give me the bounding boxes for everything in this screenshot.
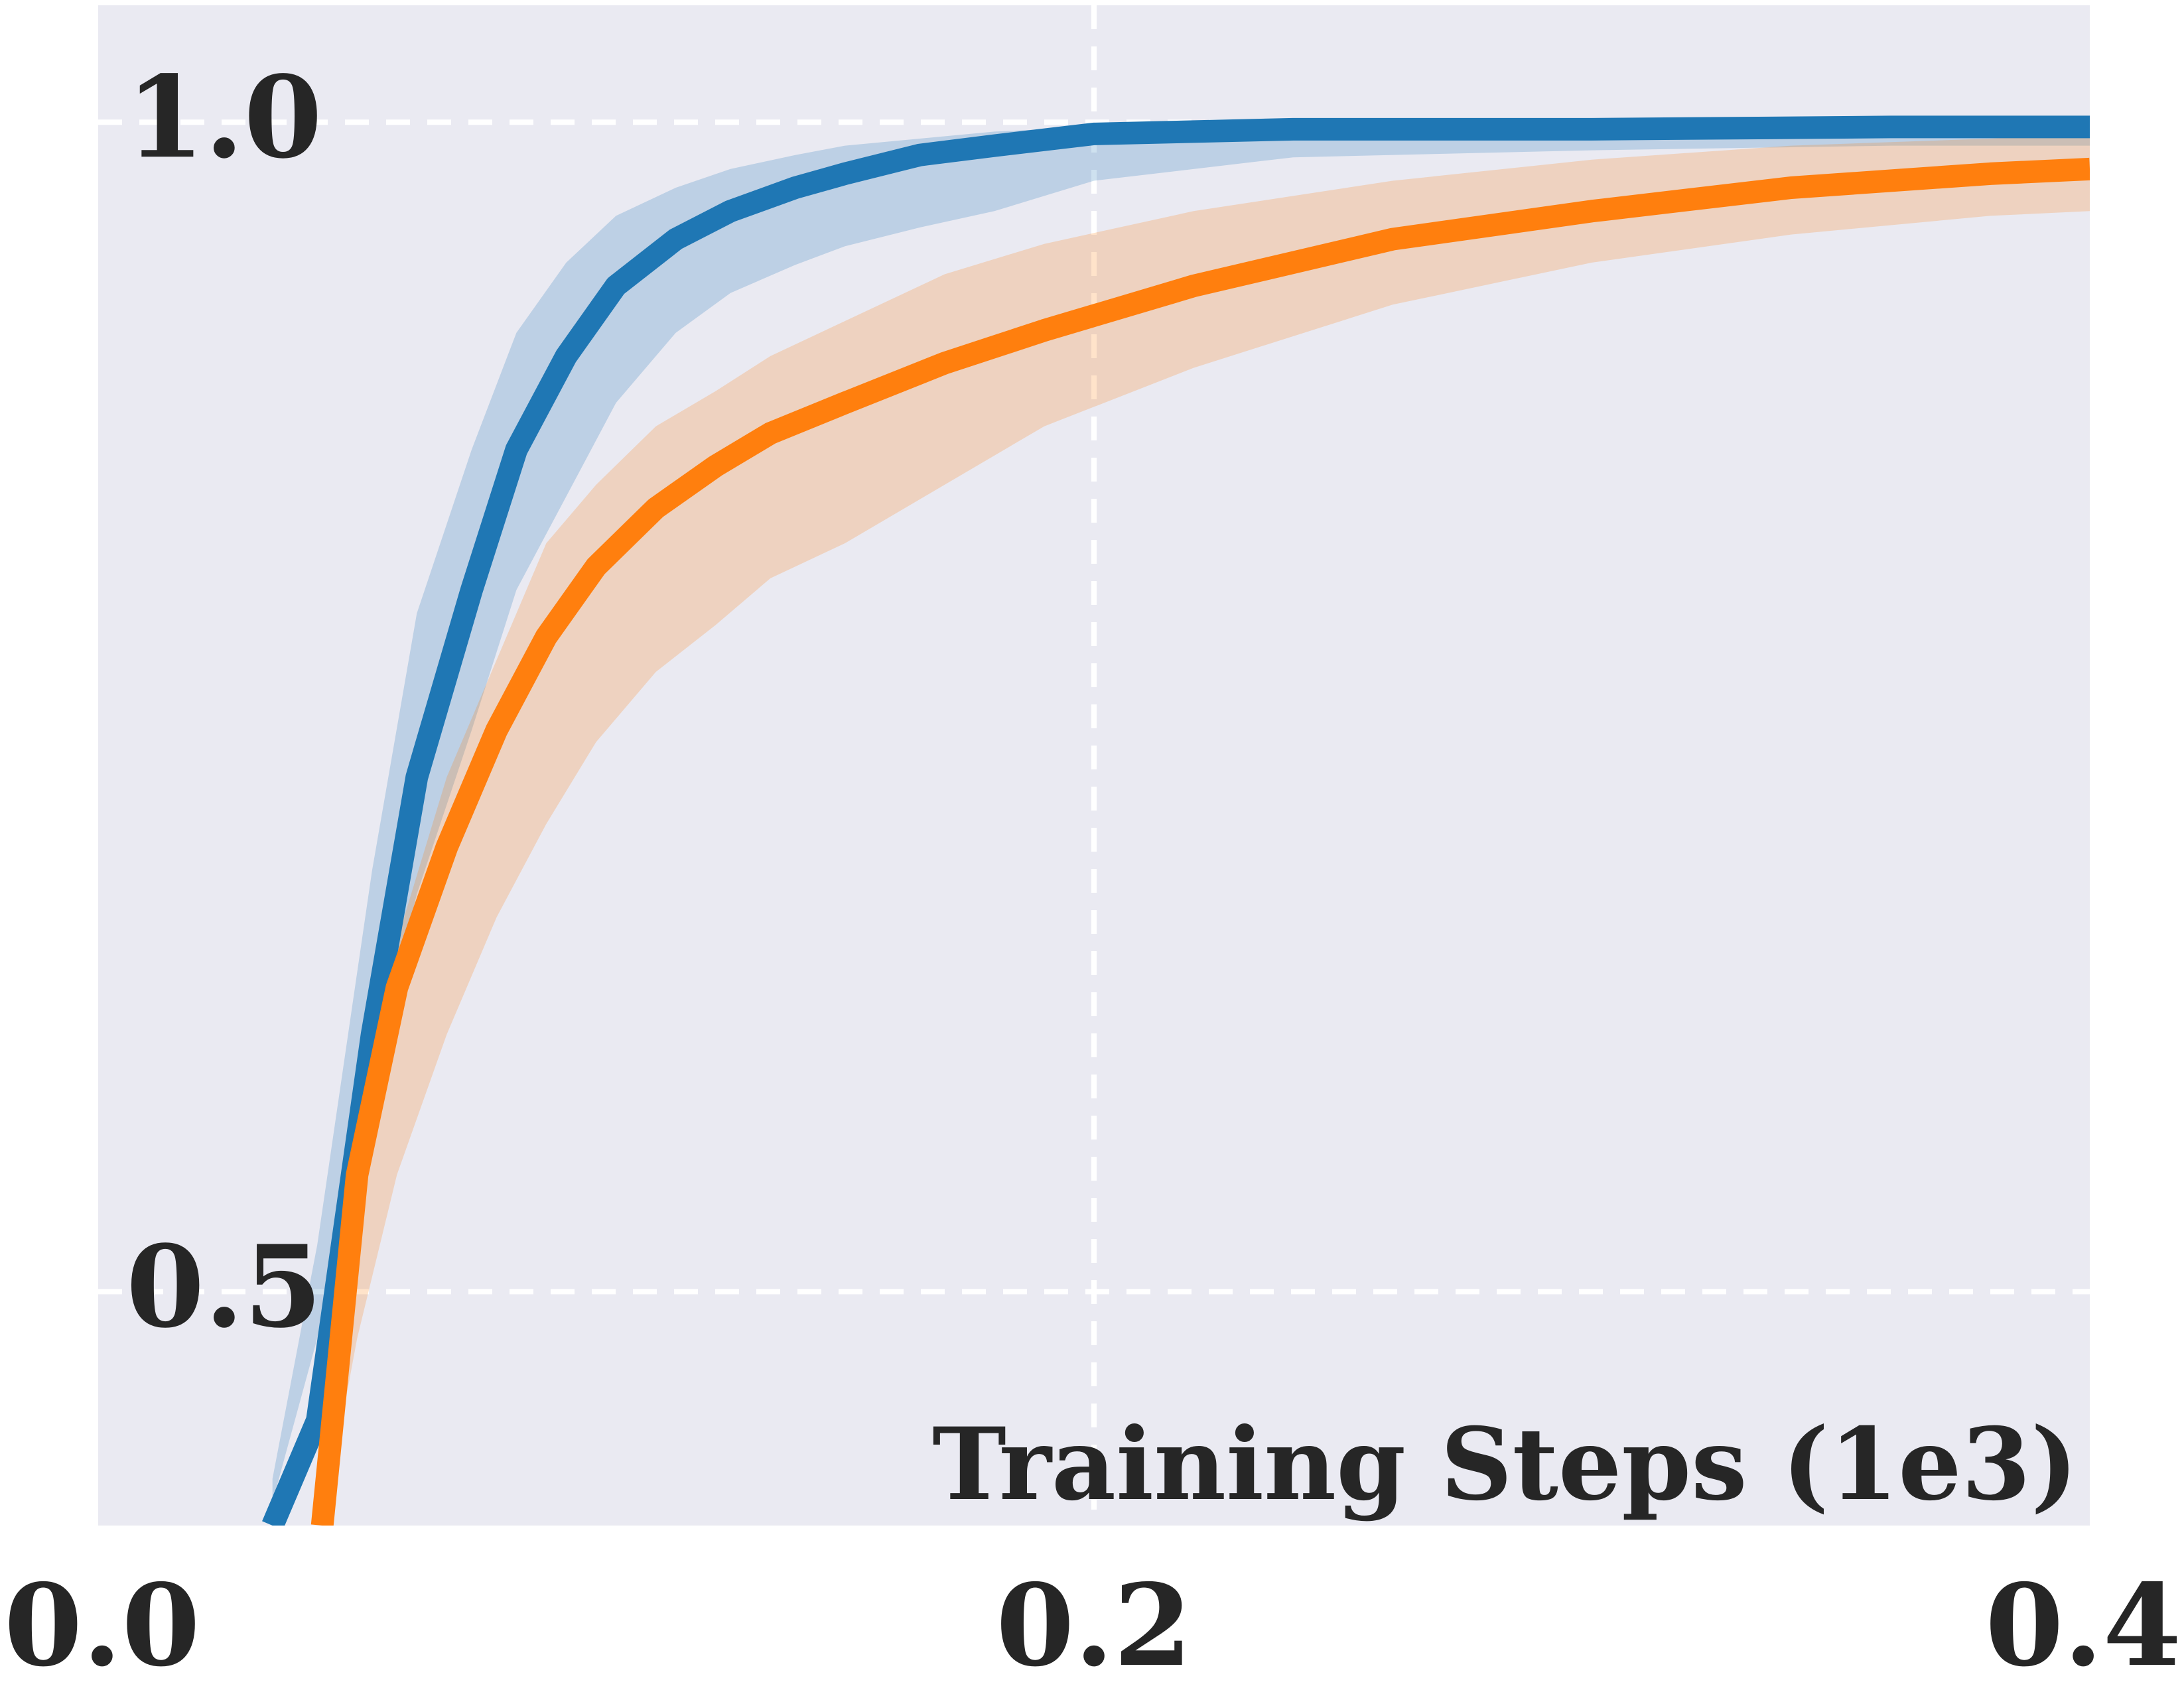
x-tick-label: 0.2 bbox=[996, 1559, 1192, 1692]
series-line-1 bbox=[262, 115, 2090, 1526]
x-tick-label: 0.0 bbox=[4, 1559, 200, 1692]
x-axis-label: Training Steps (1e3) bbox=[932, 1406, 2078, 1523]
y-tick-label: 1.0 bbox=[126, 51, 322, 184]
confidence-bands bbox=[272, 122, 2090, 1526]
confidence-band-2 bbox=[322, 133, 2090, 1526]
y-tick-labels: 0.5 1.0 bbox=[126, 51, 322, 1353]
x-tick-labels: 0.0 0.2 0.4 bbox=[4, 1559, 2181, 1692]
x-tick-label: 0.4 bbox=[1985, 1559, 2181, 1692]
y-tick-label: 0.5 bbox=[126, 1220, 322, 1353]
series-lines bbox=[262, 115, 2090, 1526]
series-line-2 bbox=[310, 157, 2090, 1526]
